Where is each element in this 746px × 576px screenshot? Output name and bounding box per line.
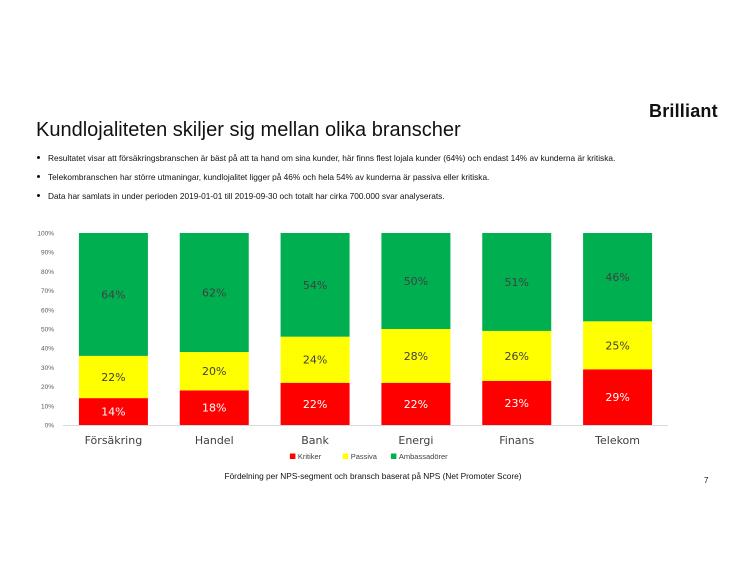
data-label: 46% [605,271,629,284]
data-label: 22% [303,398,327,411]
bar-segment [482,233,552,331]
x-tick-label: Handel [195,434,234,447]
bar-segment [179,390,249,425]
bar-segment [280,382,350,425]
legend-swatch [342,453,349,459]
data-label: 28% [404,350,428,363]
bar-segment [381,382,451,425]
bar-segment [583,369,653,425]
x-tick-label: Försäkring [85,434,143,447]
legend-swatch [289,453,296,459]
y-tick-label: 90% [41,250,54,257]
bullet-item: Resultatet visar att försäkringsbransche… [36,152,615,171]
bar-segment [583,321,653,370]
stacked-bar-chart: 0% 10% 20% 30% 40% 50% 60% 70% 80% 90% 100% 14% 22% 6… [37,231,668,461]
data-label: 24% [303,354,327,367]
x-tick-label: Finans [499,434,534,447]
brand-logo: Brilliant [649,101,718,121]
y-tick-label: 30% [41,365,54,372]
data-label: 54% [303,279,327,292]
y-tick-label: 80% [41,269,54,276]
bar-segment [482,380,552,425]
data-label: 20% [202,365,226,378]
bar-segment [78,233,148,356]
data-label: 18% [202,402,226,415]
bullet-list: Resultatet visar att försäkringsbransche… [36,152,615,209]
chart-caption: Fördelning per NPS-segment och bransch b… [224,471,522,481]
bar-segment [381,233,451,329]
y-tick-label: 70% [41,288,54,295]
data-label: 22% [101,371,125,384]
y-tick-label: 0% [45,423,55,430]
x-tick-label: Telekom [594,434,640,447]
y-tick-label: 50% [41,327,54,334]
x-tick-label: Bank [301,434,329,447]
data-label: 62% [202,287,226,300]
data-label: 22% [404,398,428,411]
bar-segment [78,398,148,425]
y-tick-label: 60% [41,307,54,314]
data-label: 26% [505,350,529,363]
bar-segment [482,330,552,381]
data-label: 25% [605,339,629,352]
y-tick-label: 20% [41,384,54,391]
bar-segment [280,336,350,383]
page-title: Kundlojaliteten skiljer sig mellan olika… [36,119,461,141]
y-tick-label: 40% [41,346,54,353]
data-label: 64% [101,288,125,301]
data-label: 50% [404,275,428,288]
legend-label: Kritiker [298,452,322,461]
bar-segment [583,233,653,322]
y-tick-label: 10% [41,403,54,410]
y-tick-label: 100% [37,231,54,238]
bar-segment [179,233,249,353]
bar-segment [381,329,451,383]
bar-segment [280,233,350,337]
data-label: 23% [505,397,529,410]
data-label: 29% [605,391,629,404]
bar-segment [179,352,249,391]
x-tick-label: Energi [398,434,433,447]
legend-swatch [390,453,397,459]
bullet-item: Data har samlats in under perioden 2019-… [36,190,615,209]
legend-label: Passiva [351,452,378,461]
bar-segment [78,355,148,399]
bullet-item: Telekombranschen har större utmaningar, … [36,171,615,190]
page-number: 7 [704,476,709,485]
data-label: 51% [505,276,529,289]
legend-label: Ambassadörer [399,452,448,461]
data-label: 14% [101,406,125,419]
